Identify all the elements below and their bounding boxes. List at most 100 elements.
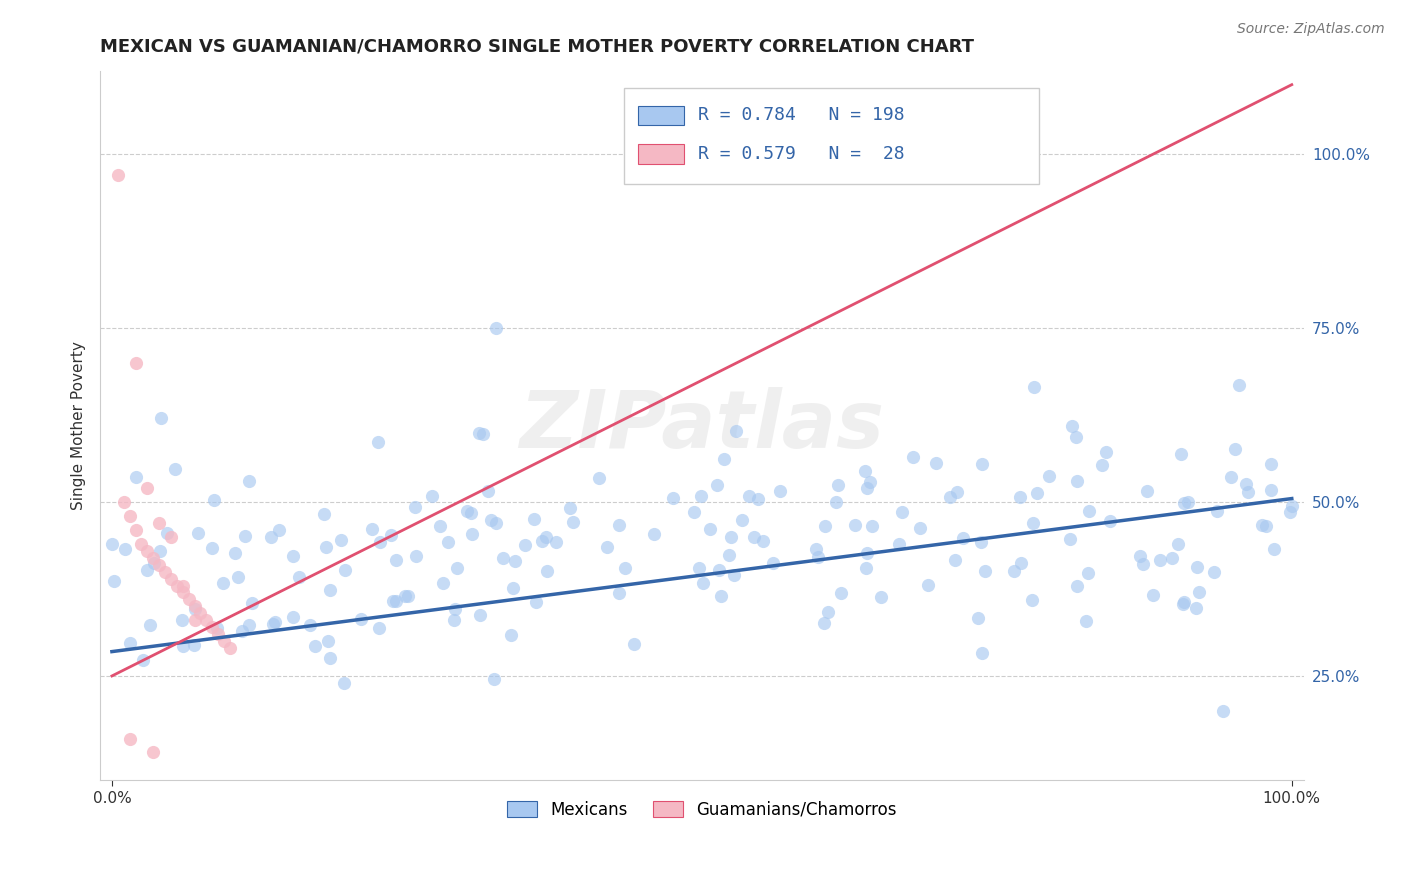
Point (118, 731, 141, 746)
Point (124, 356, 146, 370)
Point (479, 513, 502, 527)
Point (1185, 601, 1208, 615)
Point (477, 484, 499, 499)
Point (160, 572, 183, 586)
Point (460, 506, 482, 520)
Point (262, 617, 284, 632)
Point (456, 504, 478, 518)
Point (1227, 378, 1250, 392)
Bar (638, 144, 683, 164)
Point (751, 533, 773, 548)
Point (312, 507, 335, 521)
Point (183, 613, 205, 627)
Point (335, 563, 357, 577)
Point (1142, 588, 1164, 602)
Point (1206, 503, 1229, 517)
Text: R = 0.784   N = 198: R = 0.784 N = 198 (699, 106, 905, 125)
Text: R = 0.579   N =  28: R = 0.579 N = 28 (699, 145, 905, 162)
Point (1010, 557, 1032, 571)
Point (1187, 584, 1209, 599)
Point (1202, 565, 1225, 579)
Point (288, 570, 311, 584)
Point (1167, 537, 1189, 551)
Point (231, 624, 253, 639)
Point (281, 549, 304, 564)
Point (970, 458, 993, 472)
Point (1077, 566, 1099, 581)
Point (385, 553, 408, 567)
Point (1149, 553, 1171, 567)
Point (662, 491, 685, 506)
Point (762, 556, 785, 570)
Point (195, 613, 218, 627)
Point (860, 519, 883, 533)
Point (505, 553, 527, 567)
Point (560, 501, 582, 516)
Point (856, 481, 879, 495)
Point (315, 540, 337, 554)
Point (738, 489, 761, 503)
Text: Source: ZipAtlas.com: Source: ZipAtlas.com (1237, 22, 1385, 37)
Point (405, 549, 427, 563)
Point (607, 518, 630, 533)
Point (482, 672, 505, 686)
Point (367, 435, 389, 450)
Point (1074, 614, 1097, 628)
Point (143, 556, 166, 570)
Point (974, 564, 997, 578)
Point (299, 617, 322, 632)
Point (238, 617, 260, 632)
Point (1021, 592, 1043, 607)
Point (118, 508, 141, 523)
Point (183, 599, 205, 614)
Point (404, 500, 426, 515)
Point (561, 515, 583, 529)
Point (706, 477, 728, 491)
Point (269, 523, 291, 537)
Point (688, 561, 710, 575)
Point (1008, 490, 1031, 504)
Point (132, 652, 155, 666)
Point (125, 470, 148, 484)
Point (385, 594, 408, 608)
Point (281, 610, 304, 624)
Point (945, 485, 967, 500)
Point (444, 602, 467, 616)
Point (943, 553, 966, 567)
Point (623, 637, 645, 651)
Point (824, 494, 846, 508)
Point (370, 534, 392, 549)
Point (725, 424, 748, 438)
Point (1170, 447, 1192, 461)
Point (202, 493, 225, 508)
Point (446, 561, 468, 575)
Point (138, 618, 160, 632)
Point (240, 597, 263, 611)
Point (534, 530, 557, 544)
Point (531, 534, 554, 549)
Point (1173, 495, 1195, 509)
Point (536, 564, 558, 578)
Point (201, 620, 224, 634)
Point (972, 646, 994, 660)
Point (596, 540, 619, 554)
Point (908, 521, 931, 535)
Point (859, 475, 882, 489)
Point (136, 543, 159, 558)
Point (1059, 532, 1081, 546)
Point (769, 483, 792, 498)
Point (1129, 549, 1152, 564)
Point (160, 530, 183, 544)
Point (856, 546, 879, 560)
Point (613, 560, 636, 574)
Point (190, 607, 212, 621)
Point (939, 490, 962, 504)
Point (201, 541, 224, 555)
Point (318, 651, 340, 665)
Point (112, 495, 135, 509)
Point (643, 527, 665, 541)
Point (436, 535, 458, 549)
Point (827, 478, 849, 492)
Point (165, 461, 187, 475)
Point (1132, 557, 1154, 571)
